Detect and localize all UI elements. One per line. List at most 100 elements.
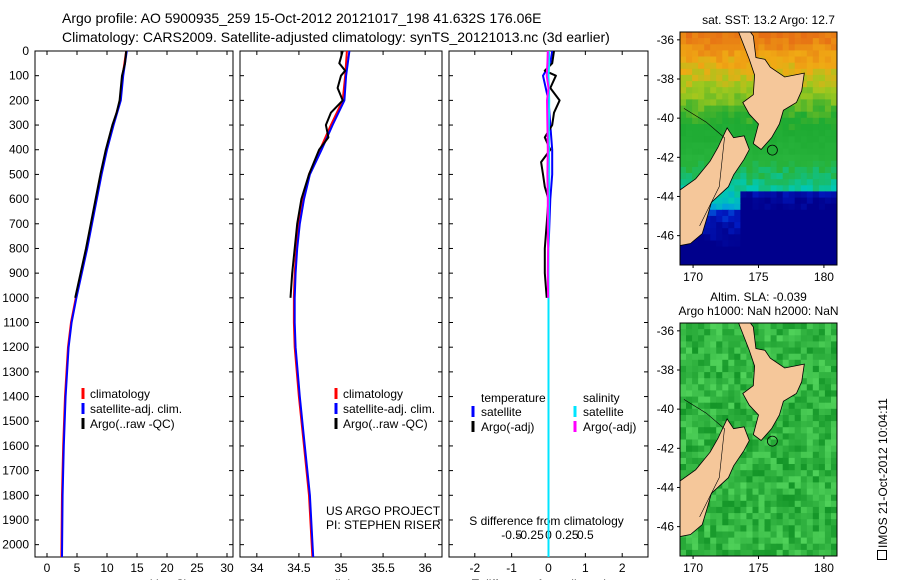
map-cell [734,396,741,404]
map-cell [794,329,802,336]
map-cell [686,32,693,39]
map-cell [788,130,796,137]
map-cell [680,421,687,428]
map-cell [758,50,766,58]
map-cell [704,246,711,254]
map-cell [812,445,820,453]
map-cell [831,359,837,367]
map-cell [824,74,832,82]
map-cell [692,32,699,39]
map-cell [752,252,760,260]
map-cell [782,335,790,342]
map-cell [794,433,802,441]
map-cell [806,197,814,205]
map-cell [746,93,753,100]
map-cell [812,240,820,248]
map-cell [800,160,808,168]
map-cell [704,142,711,150]
map-cell [812,482,820,490]
map-cell [716,50,723,58]
map-cell [782,68,790,76]
map-cell [776,445,784,453]
map-cell [758,476,766,483]
map-cell [818,99,826,107]
map-cell [831,81,837,88]
map-cell [776,50,784,58]
map-cell [740,396,747,404]
map-cell [764,433,772,441]
map-cell [812,531,820,539]
map-cell [800,246,808,254]
map-cell [710,99,717,107]
map-cell [704,111,711,119]
map-cell [740,74,747,82]
map-cell [788,549,796,556]
map-cell [698,32,705,39]
map-cell [806,549,814,556]
map-cell [758,191,766,199]
map-cell [764,203,772,211]
map-cell [824,93,832,100]
map-cell [710,124,717,131]
map-cell [824,329,832,336]
map-cell [686,335,693,342]
map-cell [746,500,753,508]
map-cell [806,457,814,465]
map-cell [716,197,723,205]
map-cell [794,531,802,539]
map-cell [758,488,766,496]
map-cell [722,347,729,355]
map-cell [704,44,711,51]
map-cell [722,32,729,39]
map-cell [782,160,790,168]
map-cell [680,44,687,51]
map-cell [776,209,784,217]
map-cell [680,470,687,477]
map-cell [710,513,717,520]
map-cell [806,185,814,192]
map-cell [800,323,808,330]
map-cell [716,215,723,223]
map-cell [716,38,723,45]
map-cell [818,62,826,70]
map-cell [794,44,802,51]
map-cell [740,402,747,410]
map-cell [770,154,778,162]
map-cell [680,81,687,88]
map-cell [776,421,784,428]
map-cell [794,222,802,229]
map-cell [734,470,741,477]
map-cell [770,506,778,514]
map-cell [704,531,711,539]
map-cell [752,451,760,459]
map-cell [698,439,705,447]
map-cell [818,482,826,490]
map-cell [740,179,747,186]
map-y-tick-label: -44 [657,189,675,203]
map-cell [806,353,814,361]
map-cell [794,396,802,404]
map-cell [831,136,837,143]
map-cell [680,408,687,416]
map-cell [812,537,820,545]
map-cell [704,130,711,137]
map-cell [710,87,717,94]
map-cell [692,347,699,355]
map-cell [782,519,790,526]
map-cell [818,537,826,545]
map-cell [800,44,808,51]
map-cell [722,519,729,526]
map-cell [758,482,766,490]
map-cell [806,93,814,100]
map-cell [716,234,723,241]
map-cell [812,148,820,156]
map-cell [794,513,802,520]
map-cell [764,222,772,229]
map-cell [818,68,826,76]
map-cell [692,445,699,453]
map-cell [818,111,826,119]
map-cell [704,228,711,235]
map-cell [818,390,826,398]
x-axis-label: temperature (deg C) [80,577,188,580]
map-cell [686,105,693,113]
